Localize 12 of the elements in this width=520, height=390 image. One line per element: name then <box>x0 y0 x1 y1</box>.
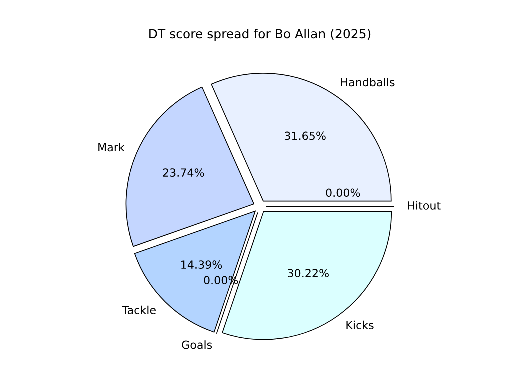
slice-label: Mark <box>98 143 125 152</box>
slice-label: Kicks <box>346 320 374 330</box>
data-label: 31.65% <box>284 132 326 140</box>
data-label: 23.74% <box>163 168 204 177</box>
chart-title: DT score spread for Bo Allan (2025) <box>150 28 371 42</box>
category-label: Goals <box>182 340 212 350</box>
data-label: 30.22% <box>288 269 329 278</box>
slice-label: Tackle <box>122 306 156 314</box>
slice-label: Handballs <box>341 78 395 87</box>
text: 0.00% <box>326 188 360 198</box>
category-label: Hitout <box>408 201 441 210</box>
data-label: 14.39% <box>182 260 222 270</box>
